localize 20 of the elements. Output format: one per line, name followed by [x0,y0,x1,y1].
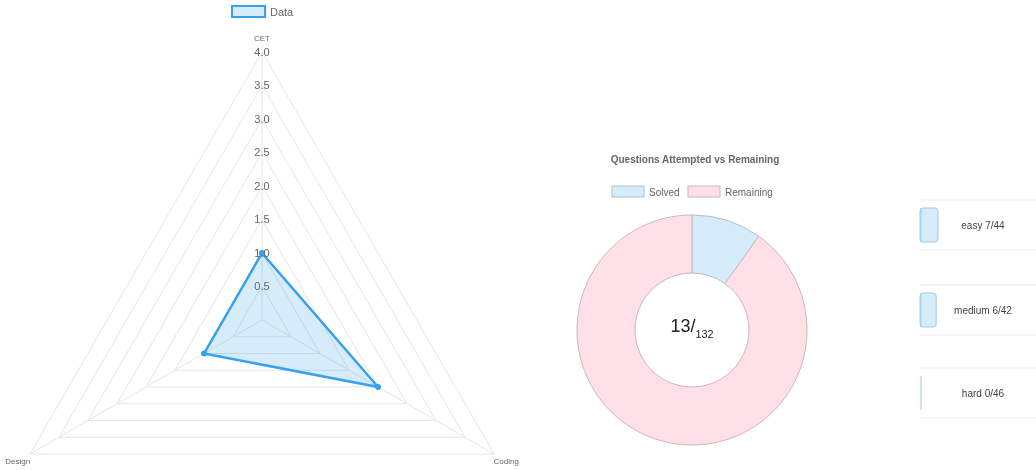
chart-title: Questions Attempted vs Remaining [610,154,780,165]
legend-label: Solved [649,186,680,198]
y-tick-label: hard 0/46 [961,387,1005,399]
y-tick-label: 3.5 [254,79,270,92]
legend-label: Remaining [725,186,773,198]
spoke-label: CET [254,33,271,43]
y-tick-label: 2.0 [254,179,270,192]
text: 13/$_{132}$ [670,316,714,340]
donut-slice [691,214,760,285]
y-tick-label: 2.5 [254,146,270,159]
y-tick-label: 4.0 [254,45,270,58]
y-tick-label: medium 6/42 [954,304,1013,316]
spoke-label: Design [5,456,31,466]
spoke-label: Coding [493,456,519,466]
y-tick-label: 0.5 [254,280,270,293]
donut-slice [576,214,808,446]
y-tick-label: easy 7/44 [961,219,1006,231]
y-tick-label: 1.5 [254,213,270,226]
y-tick-label: 3.0 [254,112,270,125]
legend-label: Data [270,5,295,18]
